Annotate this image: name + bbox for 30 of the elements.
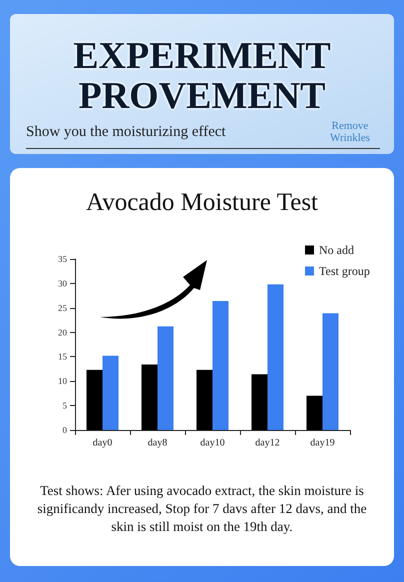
bar: [306, 396, 322, 430]
bar: [86, 370, 102, 430]
bar: [158, 326, 174, 430]
x-tick-label: day0: [92, 438, 112, 448]
legend-label: Test group: [319, 264, 370, 278]
y-tick-label: 25: [58, 302, 68, 313]
bar: [252, 374, 268, 430]
bar: [268, 284, 284, 430]
y-tick-label: 10: [58, 376, 68, 386]
y-tick-label: 5: [62, 400, 68, 411]
bar: [196, 370, 212, 430]
y-tick-label: 0: [62, 425, 68, 435]
x-tick-label: day8: [148, 438, 168, 448]
bar: [142, 364, 158, 430]
bar: [212, 301, 228, 430]
x-tick-label: day19: [310, 438, 335, 448]
text: EXPERIMENT PROVEMENT: [72, 35, 332, 117]
legend-label: No add: [319, 243, 354, 257]
x-tick-label: day10: [200, 438, 225, 448]
y-tick-label: 35: [58, 254, 68, 264]
text: Show you the moisturizing effect: [26, 124, 226, 141]
bar: [102, 356, 118, 430]
text: Remove Wrinkles: [329, 120, 371, 144]
y-tick-label: 30: [58, 278, 68, 288]
text: Test shows: Afer using avocado extract, the skin moisture is significandy increased, Stop for 7 davs after 12 davs, and the skin is still moist on the 19th day.: [36, 482, 368, 536]
x-tick-label: day12: [255, 438, 280, 448]
chart-title: Avocado Moisture Test: [86, 189, 318, 216]
bar: [322, 313, 338, 430]
y-tick-label: 20: [58, 327, 68, 338]
y-tick-label: 15: [58, 352, 68, 362]
